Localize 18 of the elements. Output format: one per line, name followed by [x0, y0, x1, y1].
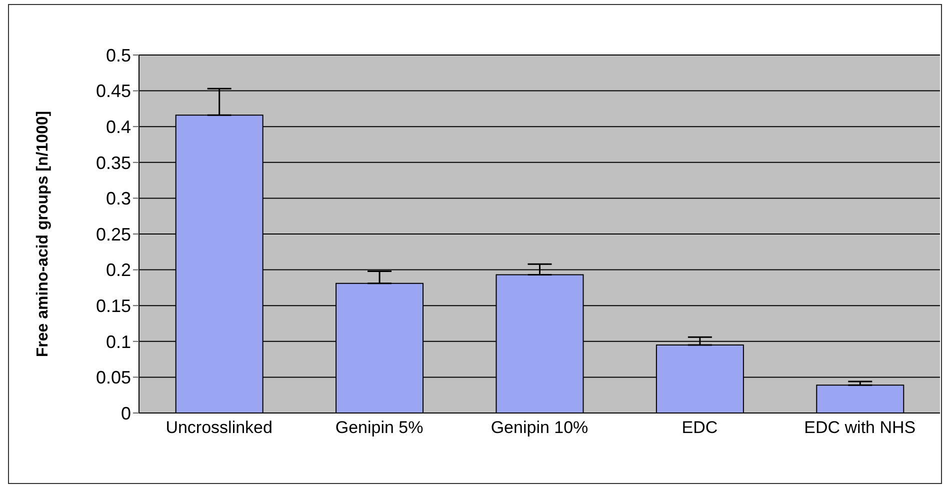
- bar: [816, 384, 904, 413]
- y-tick-label: 0.45: [96, 81, 131, 102]
- y-axis-title: Free amino-acid groups [n/1000]: [34, 110, 52, 358]
- y-tick-label: 0.05: [96, 368, 131, 388]
- y-tick-label: 0.25: [96, 224, 131, 244]
- y-tick-label: 0.2: [106, 260, 131, 280]
- y-tick-label: 0.3: [106, 188, 131, 209]
- y-tick-label: 0.5: [106, 45, 131, 66]
- x-tick-label: Genipin 5%: [335, 418, 424, 438]
- x-tick-label: Uncrosslinked: [166, 418, 272, 438]
- x-tick-label: EDC: [682, 418, 718, 438]
- y-tick-label: 0.1: [106, 332, 131, 352]
- y-tick-label: 0.15: [96, 296, 131, 316]
- x-tick-label: Genipin 10%: [490, 418, 588, 438]
- y-tick-label: 0.4: [106, 116, 131, 137]
- y-tick-label: 0: [120, 403, 131, 424]
- x-tick-label: EDC with NHS: [804, 418, 916, 438]
- y-tick-label: 0.35: [96, 152, 131, 173]
